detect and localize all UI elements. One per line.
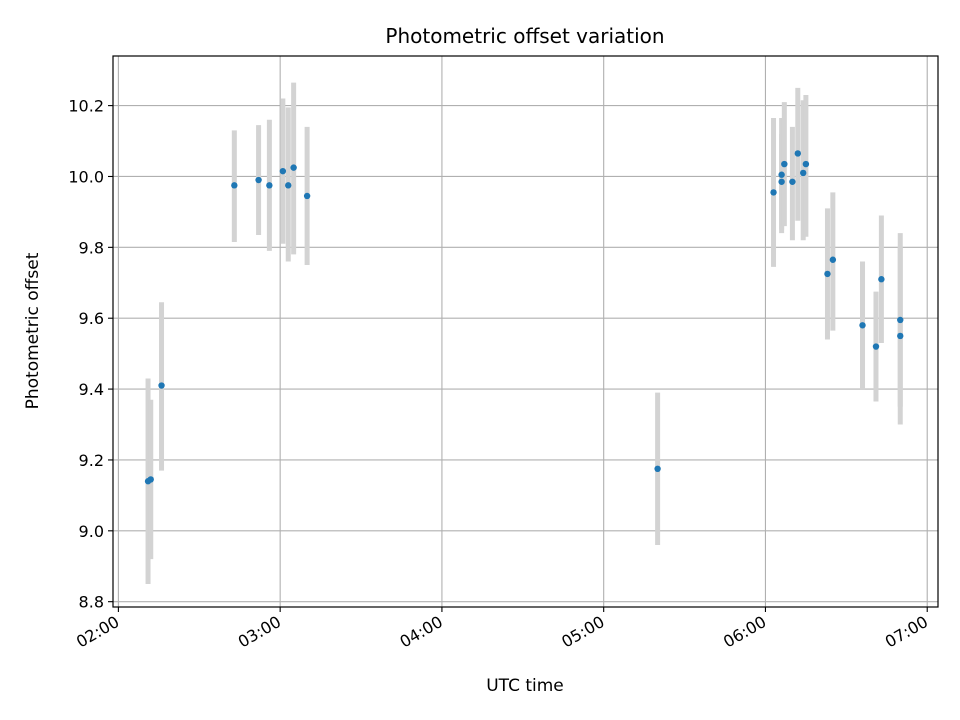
- data-point: [799, 169, 807, 177]
- grid: [113, 56, 938, 607]
- data-point: [778, 171, 785, 178]
- data-point: [266, 182, 273, 189]
- data-point: [255, 176, 262, 184]
- data-point: [802, 160, 810, 168]
- data-point: [290, 164, 297, 171]
- data-point: [872, 343, 880, 350]
- y-tick-label: 10.0: [68, 167, 104, 186]
- data-point: [654, 465, 661, 473]
- data-point: [824, 270, 831, 278]
- y-tick-label: 9.4: [79, 380, 104, 399]
- data-point: [147, 476, 154, 483]
- data-point: [789, 178, 796, 185]
- data-point: [794, 150, 802, 157]
- data-point: [897, 332, 904, 340]
- data-point: [781, 160, 788, 168]
- y-tick-label: 8.8: [79, 593, 104, 612]
- y-tick-label: 9.6: [79, 309, 104, 328]
- data-points: [144, 150, 904, 485]
- y-tick-label: 9.2: [79, 451, 104, 470]
- data-point: [231, 182, 238, 189]
- data-point: [878, 276, 885, 283]
- y-axis-ticks: 8.8 9.0 9.2 9.4 9.6 9.8 10.0 10.2: [68, 97, 113, 612]
- data-point: [279, 167, 287, 175]
- y-tick-label: 9.8: [79, 238, 104, 257]
- data-point: [859, 322, 866, 329]
- x-axis-label: UTC time: [486, 676, 564, 696]
- y-tick-label: 10.2: [68, 97, 104, 116]
- y-axis-label: Photometric offset: [23, 252, 43, 409]
- data-point: [158, 382, 165, 389]
- data-point: [897, 316, 904, 324]
- data-point: [285, 182, 292, 189]
- data-point: [770, 189, 777, 196]
- data-point: [303, 192, 311, 200]
- data-point: [829, 256, 837, 263]
- plot-frame: [112, 55, 939, 608]
- data-point: [778, 178, 785, 185]
- chart-title: Photometric offset variation: [385, 24, 664, 48]
- y-tick-label: 9.0: [79, 522, 104, 541]
